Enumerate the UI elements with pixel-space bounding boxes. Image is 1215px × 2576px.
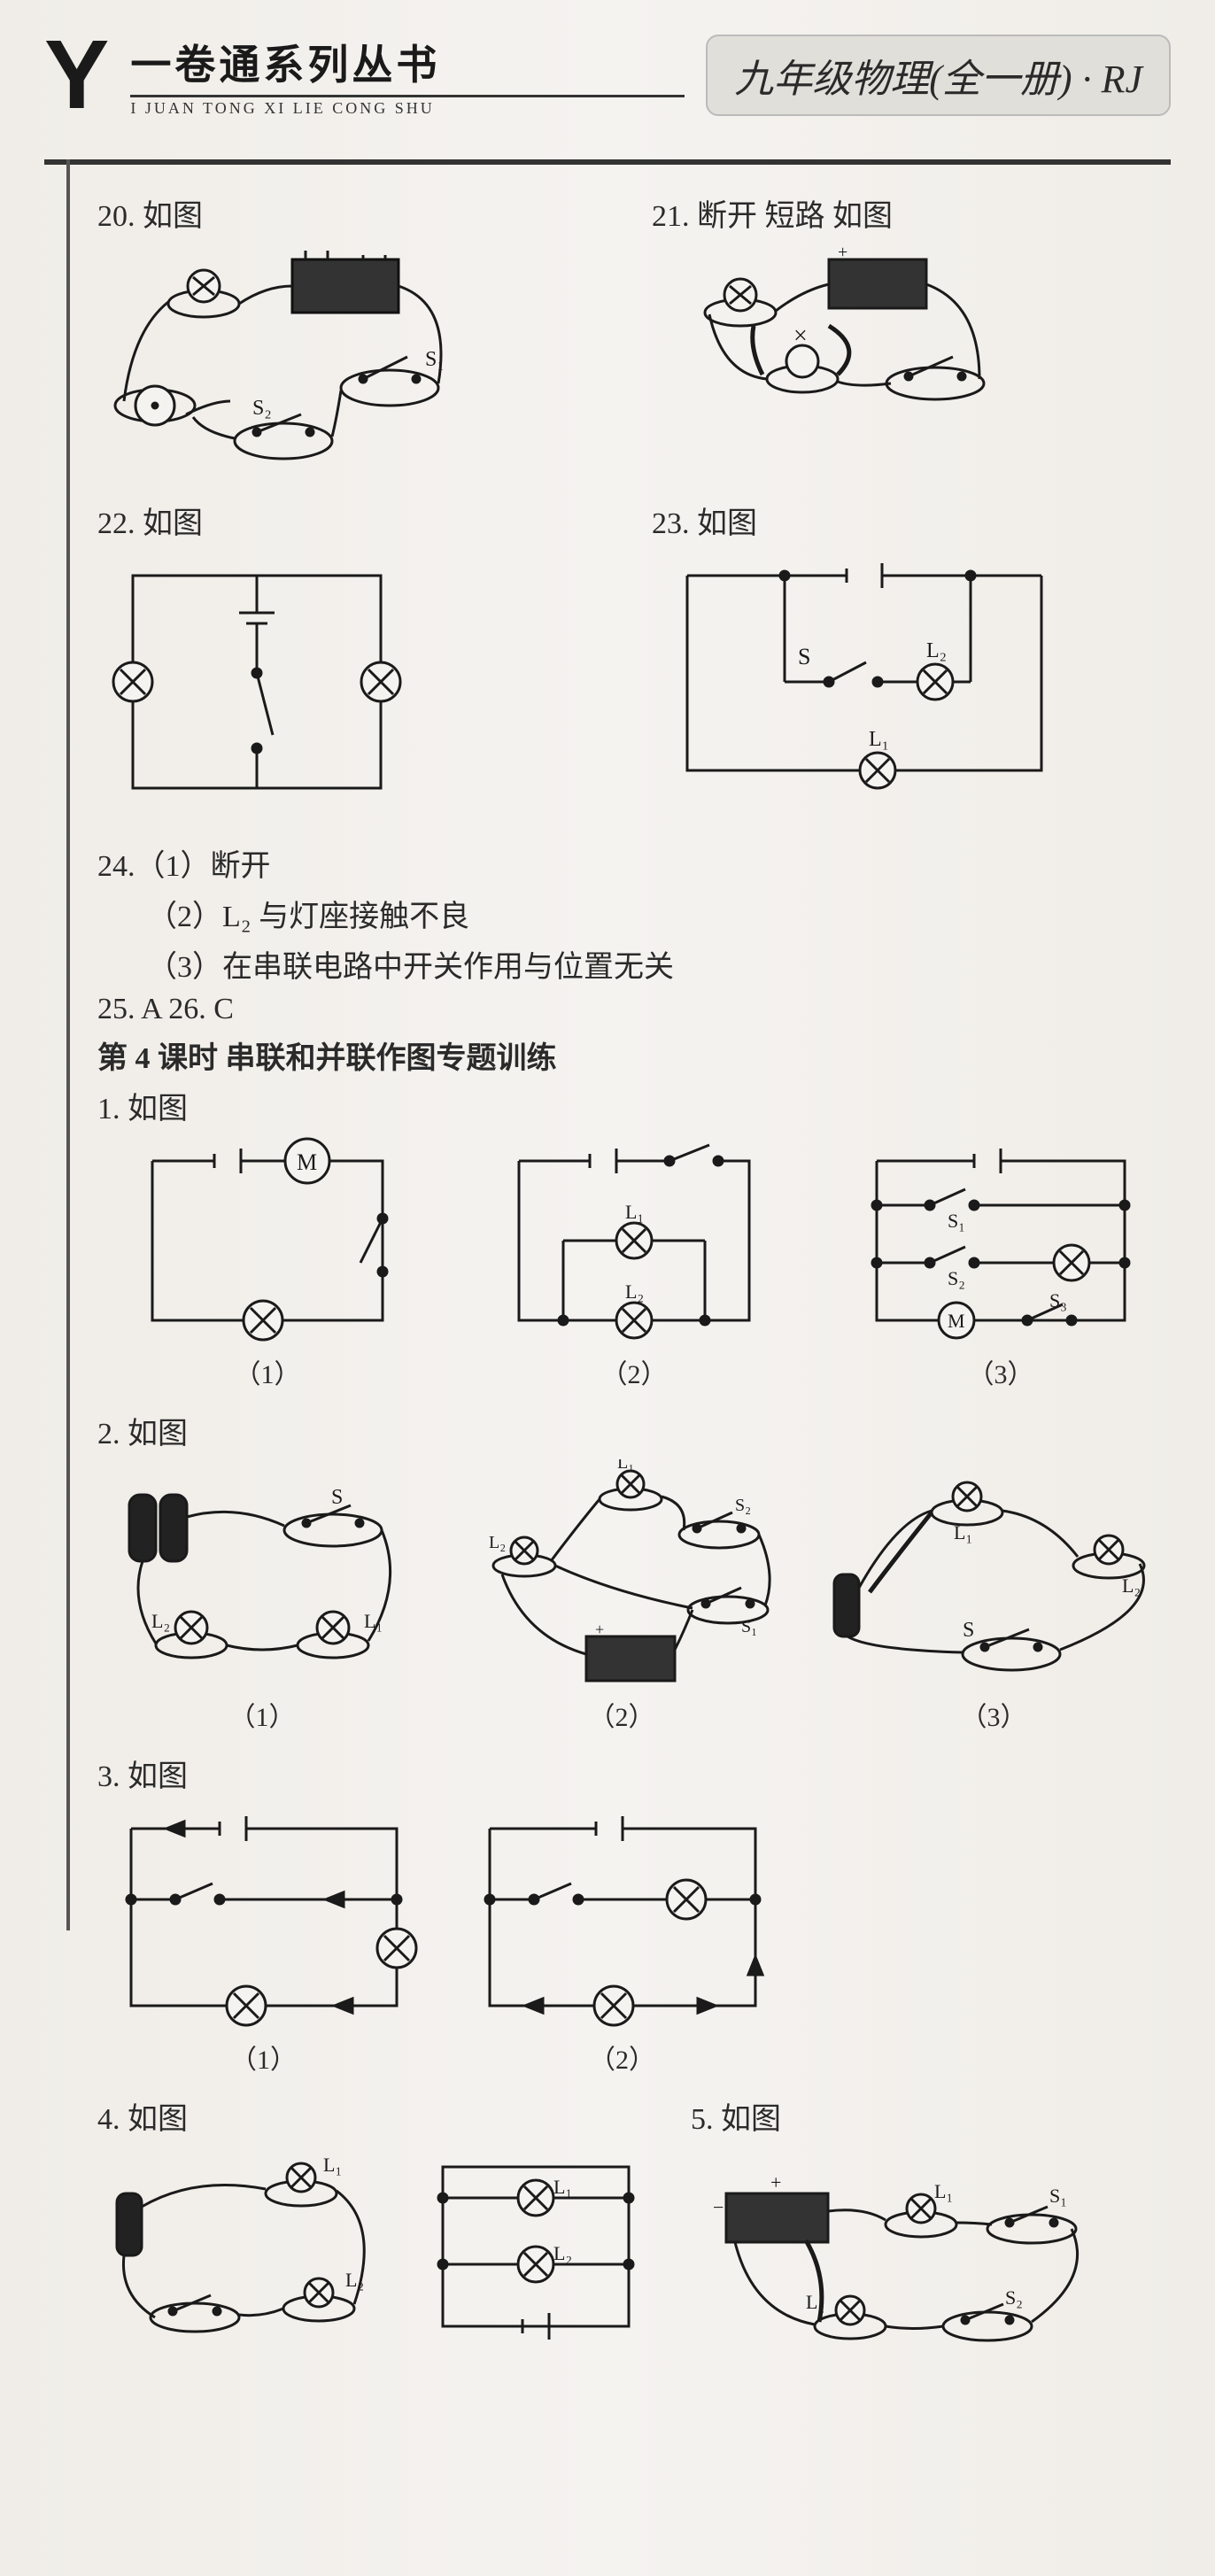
q22-figure: [97, 549, 616, 815]
circuit-schematic-icon: S L₂ L₁: [652, 549, 1077, 806]
circuit-schematic-icon: S₁ S₂ M S₃: [850, 1134, 1151, 1347]
l5-figure: − + L₁ L₂ S₁ S₂: [691, 2145, 1171, 2366]
svg-text:S: S: [331, 1486, 343, 1509]
q21-figure: + ×: [652, 242, 1171, 454]
circuit-pictorial-icon: S₁ S₂: [97, 242, 469, 472]
svg-text:+: +: [770, 2171, 781, 2193]
svg-text:L₂: L₂: [926, 639, 947, 662]
q24-1: 24.（1）断开: [97, 841, 1171, 885]
svg-text:L₁: L₁: [954, 1521, 972, 1543]
q21-label: 21. 断开 短路 如图: [652, 191, 1171, 235]
svg-text:S₃: S₃: [1049, 1289, 1067, 1311]
q25-26: 25. A 26. C: [97, 993, 1171, 1026]
page-header: Y 一卷通系列丛书 I JUAN TONG XI LIE CONG SHU 九年…: [44, 27, 1171, 124]
circuit-pictorial-icon: + ×: [652, 242, 1024, 454]
series-block: 一卷通系列丛书 I JUAN TONG XI LIE CONG SHU: [130, 33, 685, 118]
content: 20. 如图 S₁: [44, 191, 1171, 2384]
cap-1-1: （1）: [235, 1352, 301, 1391]
cap-2-3: （3）: [961, 1695, 1027, 1734]
l5-label: 5. 如图: [691, 2094, 1171, 2138]
q22-label: 22. 如图: [97, 499, 616, 542]
svg-text:L₂: L₂: [625, 1280, 644, 1303]
svg-text:S: S: [963, 1619, 974, 1642]
circuit-pictorial-icon: S L₁ L₂: [103, 1468, 422, 1690]
l4-figures: L₁ L₂ L₁: [97, 2145, 655, 2348]
l1-label: 1. 如图: [97, 1084, 1171, 1127]
cap-1-2: （2）: [601, 1352, 668, 1391]
svg-text:L₁: L₁: [553, 2176, 572, 2198]
circuit-schematic-icon: M: [126, 1134, 409, 1347]
l2-figures: S L₁ L₂ （1）: [97, 1459, 1171, 1734]
svg-text:L₁: L₁: [869, 728, 889, 751]
svg-text:S₁: S₁: [741, 1617, 757, 1636]
circuit-schematic-icon: [463, 1802, 782, 2032]
series-title: 一卷通系列丛书: [130, 33, 685, 91]
l4-label: 4. 如图: [97, 2094, 655, 2138]
circuit-schematic-icon: [97, 549, 416, 815]
circuit-pictorial-icon: + L₁ L₂ S₂ S₁: [453, 1459, 790, 1690]
q23-figure: S L₂ L₁: [652, 549, 1171, 806]
series-pinyin: I JUAN TONG XI LIE CONG SHU: [130, 95, 685, 118]
cap-1-3: （3）: [968, 1352, 1034, 1391]
svg-text:M: M: [297, 1149, 317, 1175]
l3-label: 3. 如图: [97, 1752, 1171, 1795]
circuit-schematic-icon: [104, 1802, 423, 2032]
svg-text:+: +: [838, 243, 847, 262]
svg-text:S₂: S₂: [735, 1496, 751, 1515]
svg-text:L₁: L₁: [323, 2154, 342, 2176]
q23-label: 23. 如图: [652, 499, 1171, 542]
svg-text:S₁: S₁: [948, 1210, 965, 1232]
l2-label: 2. 如图: [97, 1409, 1171, 1452]
l3-figures: （1）: [97, 1802, 788, 2077]
svg-text:L₁: L₁: [625, 1201, 644, 1223]
svg-text:L₂: L₂: [489, 1533, 506, 1552]
svg-text:S₂: S₂: [1005, 2286, 1023, 2309]
svg-text:S: S: [798, 644, 810, 669]
l1-figures: M （1） L₁: [97, 1134, 1171, 1391]
circuit-schematic-icon: L₁ L₂: [416, 2145, 655, 2348]
column-rule: [66, 159, 70, 1930]
svg-text:S₁: S₁: [1049, 2185, 1067, 2207]
circuit-pictorial-icon: − + L₁ L₂ S₁ S₂: [691, 2145, 1116, 2366]
q24-2: （2）L₂ 与灯座接触不良: [147, 892, 1171, 935]
cap-3-2: （2）: [589, 2038, 655, 2077]
q20-figure: S₁ S₂: [97, 242, 616, 472]
series-logo: Y: [44, 27, 109, 124]
svg-text:L₂: L₂: [1122, 1574, 1141, 1597]
cap-3-1: （1）: [230, 2038, 297, 2077]
header-rule: [44, 159, 1171, 165]
svg-text:S₂: S₂: [948, 1267, 965, 1289]
svg-text:L₂: L₂: [553, 2242, 572, 2264]
q24-3: （3）在串联电路中开关作用与位置无关: [147, 942, 1171, 986]
svg-text:L₁: L₁: [617, 1459, 634, 1473]
grade-badge: 九年级物理(全一册) · RJ: [706, 35, 1171, 116]
svg-text:−: −: [713, 2196, 724, 2218]
svg-text:S₂: S₂: [252, 397, 272, 420]
page: Y 一卷通系列丛书 I JUAN TONG XI LIE CONG SHU 九年…: [0, 0, 1215, 2576]
svg-text:+: +: [595, 1621, 604, 1638]
circuit-pictorial-icon: L₁ L₂ S: [816, 1468, 1171, 1690]
lesson4-title: 第 4 课时 串联和并联作图专题训练: [97, 1033, 1171, 1077]
circuit-schematic-icon: L₁ L₂: [492, 1134, 776, 1347]
svg-text:×: ×: [793, 322, 808, 350]
cap-2-2: （2）: [589, 1695, 655, 1734]
q20-label: 20. 如图: [97, 191, 616, 235]
cap-2-1: （1）: [229, 1695, 296, 1734]
svg-text:M: M: [948, 1310, 965, 1332]
svg-text:L₂: L₂: [151, 1610, 170, 1632]
svg-text:L₁: L₁: [934, 2180, 953, 2202]
circuit-pictorial-icon: L₁ L₂: [97, 2145, 399, 2348]
